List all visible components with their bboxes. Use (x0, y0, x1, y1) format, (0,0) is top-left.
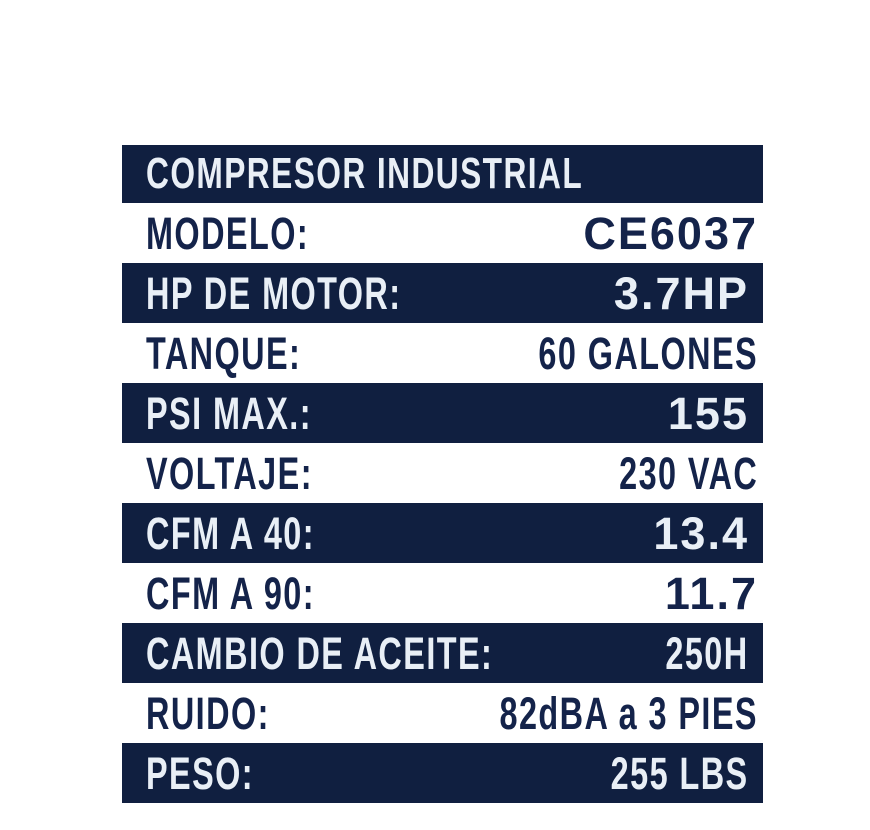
spec-label: TANQUE: (146, 327, 302, 379)
spec-label: VOLTAJE: (146, 447, 313, 499)
spec-row-tanque: TANQUE: 60 GALONES (122, 323, 763, 383)
spec-label: PESO: (146, 747, 255, 799)
spec-label: PSI MAX.: (146, 387, 312, 439)
spec-label: CFM A 40: (146, 507, 315, 559)
spec-row-cfm-a-40: CFM A 40: 13.4 (122, 503, 763, 563)
spec-label: CAMBIO DE ACEITE: (146, 627, 494, 679)
spec-row-cfm-a-90: CFM A 90: 11.7 (122, 563, 763, 623)
spec-value: 13.4 (653, 507, 749, 559)
spec-row-voltaje: VOLTAJE: 230 VAC (122, 443, 763, 503)
spec-table: COMPRESOR INDUSTRIAL MODELO: CE6037 HP D… (122, 145, 763, 803)
spec-row-peso: PESO: 255 LBS (122, 743, 763, 803)
spec-row-cambio-de-aceite: CAMBIO DE ACEITE: 250H (122, 623, 763, 683)
spec-label: MODELO: (146, 207, 310, 259)
spec-value: CE6037 (583, 207, 758, 259)
spec-value: 82dBA a 3 PIES (499, 687, 758, 739)
spec-table-header: COMPRESOR INDUSTRIAL (122, 145, 763, 203)
spec-value: 3.7HP (613, 267, 749, 319)
spec-label: HP DE MOTOR: (146, 267, 402, 319)
spec-value: 230 VAC (618, 447, 758, 499)
spec-value: 60 GALONES (538, 327, 758, 379)
spec-row-ruido: RUIDO: 82dBA a 3 PIES (122, 683, 763, 743)
spec-value: 11.7 (664, 567, 758, 619)
spec-row-modelo: MODELO: CE6037 (122, 203, 763, 263)
spec-label: CFM A 90: (146, 567, 315, 619)
spec-row-psi-max: PSI MAX.: 155 (122, 383, 763, 443)
spec-value: 155 (667, 387, 749, 439)
spec-row-hp-de-motor: HP DE MOTOR: 3.7HP (122, 263, 763, 323)
spec-table-title: COMPRESOR INDUSTRIAL (146, 149, 584, 198)
spec-value: 255 LBS (611, 747, 749, 799)
spec-value: 250H (665, 627, 749, 679)
spec-label: RUIDO: (146, 687, 270, 739)
